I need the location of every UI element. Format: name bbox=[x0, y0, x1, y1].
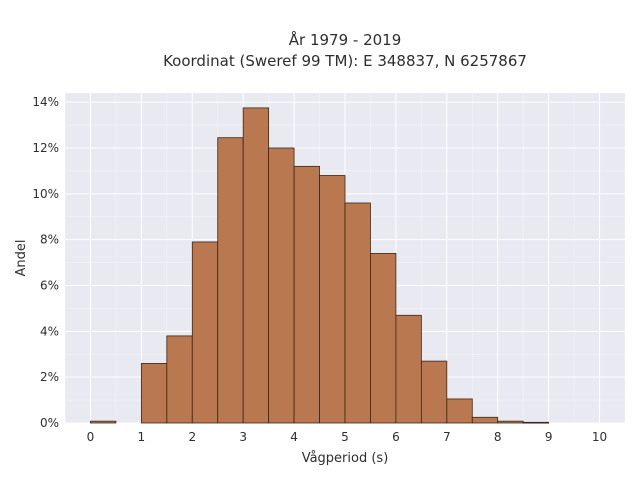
x-tick-label: 8 bbox=[494, 430, 502, 444]
histogram-bar bbox=[140, 363, 168, 424]
histogram-bar bbox=[522, 421, 550, 424]
x-tick-label: 7 bbox=[443, 430, 451, 444]
histogram-bar bbox=[370, 253, 397, 424]
histogram-bar bbox=[217, 137, 244, 424]
histogram-bar bbox=[268, 147, 295, 424]
x-tick-label: 10 bbox=[592, 430, 607, 444]
y-tick-label: 2% bbox=[40, 370, 59, 384]
x-tick-label: 0 bbox=[87, 430, 95, 444]
x-tick-label: 9 bbox=[545, 430, 553, 444]
x-tick-label: 3 bbox=[239, 430, 247, 444]
histogram-bar bbox=[293, 165, 320, 424]
y-tick-label: 4% bbox=[40, 324, 59, 338]
histogram-bar bbox=[420, 360, 448, 424]
histogram-bar bbox=[446, 398, 473, 424]
y-tick-label: 10% bbox=[32, 187, 59, 201]
histogram-bar bbox=[471, 416, 499, 424]
histogram-bar bbox=[242, 107, 270, 424]
x-tick-label: 6 bbox=[392, 430, 400, 444]
y-axis-label: Andel bbox=[14, 240, 29, 277]
chart-title-line-1: År 1979 - 2019 bbox=[289, 30, 402, 49]
histogram-bar bbox=[497, 420, 524, 424]
x-tick-label: 2 bbox=[188, 430, 196, 444]
histogram-bar bbox=[90, 420, 117, 424]
y-tick-label: 0% bbox=[40, 416, 59, 430]
y-tick-label: 12% bbox=[32, 141, 59, 155]
histogram-bar bbox=[191, 241, 219, 424]
bars bbox=[90, 107, 550, 424]
histogram-bar bbox=[319, 175, 346, 424]
x-axis-label: Vågperiod (s) bbox=[302, 451, 389, 466]
y-tick-labels: 0% 2% 4% 6% 8% 10% 12% 14% bbox=[32, 95, 59, 430]
y-tick-label: 14% bbox=[32, 95, 59, 109]
histogram-bar bbox=[166, 335, 193, 424]
y-tick-label: 8% bbox=[40, 233, 59, 247]
chart-title-line-2: Koordinat (Sweref 99 TM): E 348837, N 62… bbox=[163, 52, 527, 70]
x-tick-labels: 0 1 2 3 4 5 6 7 8 9 10 bbox=[87, 430, 608, 444]
y-tick-label: 6% bbox=[40, 279, 59, 293]
x-tick-label: 1 bbox=[138, 430, 146, 444]
x-tick-label: 4 bbox=[290, 430, 298, 444]
histogram-bar bbox=[395, 314, 422, 424]
histogram-bar bbox=[344, 202, 371, 424]
x-tick-label: 5 bbox=[341, 430, 349, 444]
